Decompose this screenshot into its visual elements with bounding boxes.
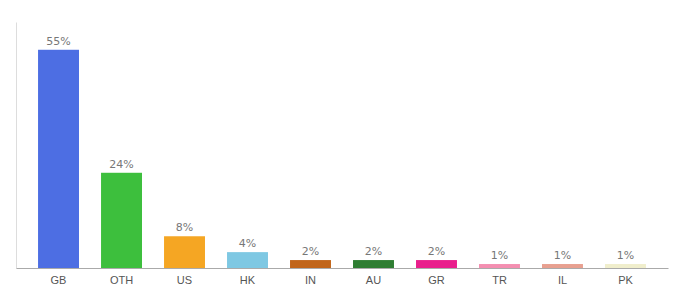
bar xyxy=(164,236,205,268)
x-tick-label: HK xyxy=(240,274,256,286)
x-tick-label: AU xyxy=(366,274,381,286)
x-tick: HK xyxy=(240,274,256,286)
data-label: 2% xyxy=(365,245,382,258)
x-tick: OTH xyxy=(110,274,133,286)
data-label: 2% xyxy=(428,245,445,258)
x-tick-label: GR xyxy=(428,274,445,286)
bar xyxy=(542,264,583,268)
chart: GB OTH US HK IN AU GR TR IL PK 55% 24% 8% 4% 2% 2% 2% 1% 1… xyxy=(0,0,680,300)
data-label: 2% xyxy=(302,245,319,258)
data-label: 55% xyxy=(46,35,70,48)
y-axis-line xyxy=(16,23,17,269)
x-tick: GB xyxy=(51,274,67,286)
x-tick: TR xyxy=(492,274,507,286)
bar xyxy=(605,264,646,268)
plot: GB OTH US HK IN AU GR TR IL PK 55% 24% 8% 4% 2% 2% 2% 1% 1… xyxy=(17,23,669,286)
bar xyxy=(101,173,142,268)
x-tick-label: OTH xyxy=(110,274,133,286)
x-tick: GR xyxy=(428,274,445,286)
y-axis xyxy=(16,23,17,269)
bar xyxy=(353,260,394,268)
x-tick: PK xyxy=(618,274,633,286)
bars xyxy=(38,50,646,268)
data-labels: 55% 24% 8% 4% 2% 2% 2% 1% 1% 1% xyxy=(46,35,634,262)
data-label: 4% xyxy=(239,237,256,250)
x-tick-label: TR xyxy=(492,274,507,286)
data-label: 1% xyxy=(554,249,571,262)
x-tick-label: US xyxy=(177,274,192,286)
data-label: 1% xyxy=(491,249,508,262)
x-tick-label: IL xyxy=(558,274,567,286)
bar xyxy=(479,264,520,268)
x-tick: US xyxy=(177,274,192,286)
x-tick: AU xyxy=(366,274,381,286)
bar xyxy=(227,252,268,268)
data-label: 24% xyxy=(109,158,133,171)
data-label: 1% xyxy=(617,249,634,262)
x-axis: GB OTH US HK IN AU GR TR IL PK xyxy=(17,269,669,286)
x-tick-label: PK xyxy=(618,274,633,286)
x-tick: IN xyxy=(305,274,316,286)
x-tick-label: GB xyxy=(51,274,67,286)
data-label: 8% xyxy=(176,221,193,234)
x-axis-line xyxy=(17,268,669,269)
bar xyxy=(416,260,457,268)
x-tick: IL xyxy=(558,274,567,286)
bar xyxy=(290,260,331,268)
x-tick-label: IN xyxy=(305,274,316,286)
bar xyxy=(38,50,79,268)
